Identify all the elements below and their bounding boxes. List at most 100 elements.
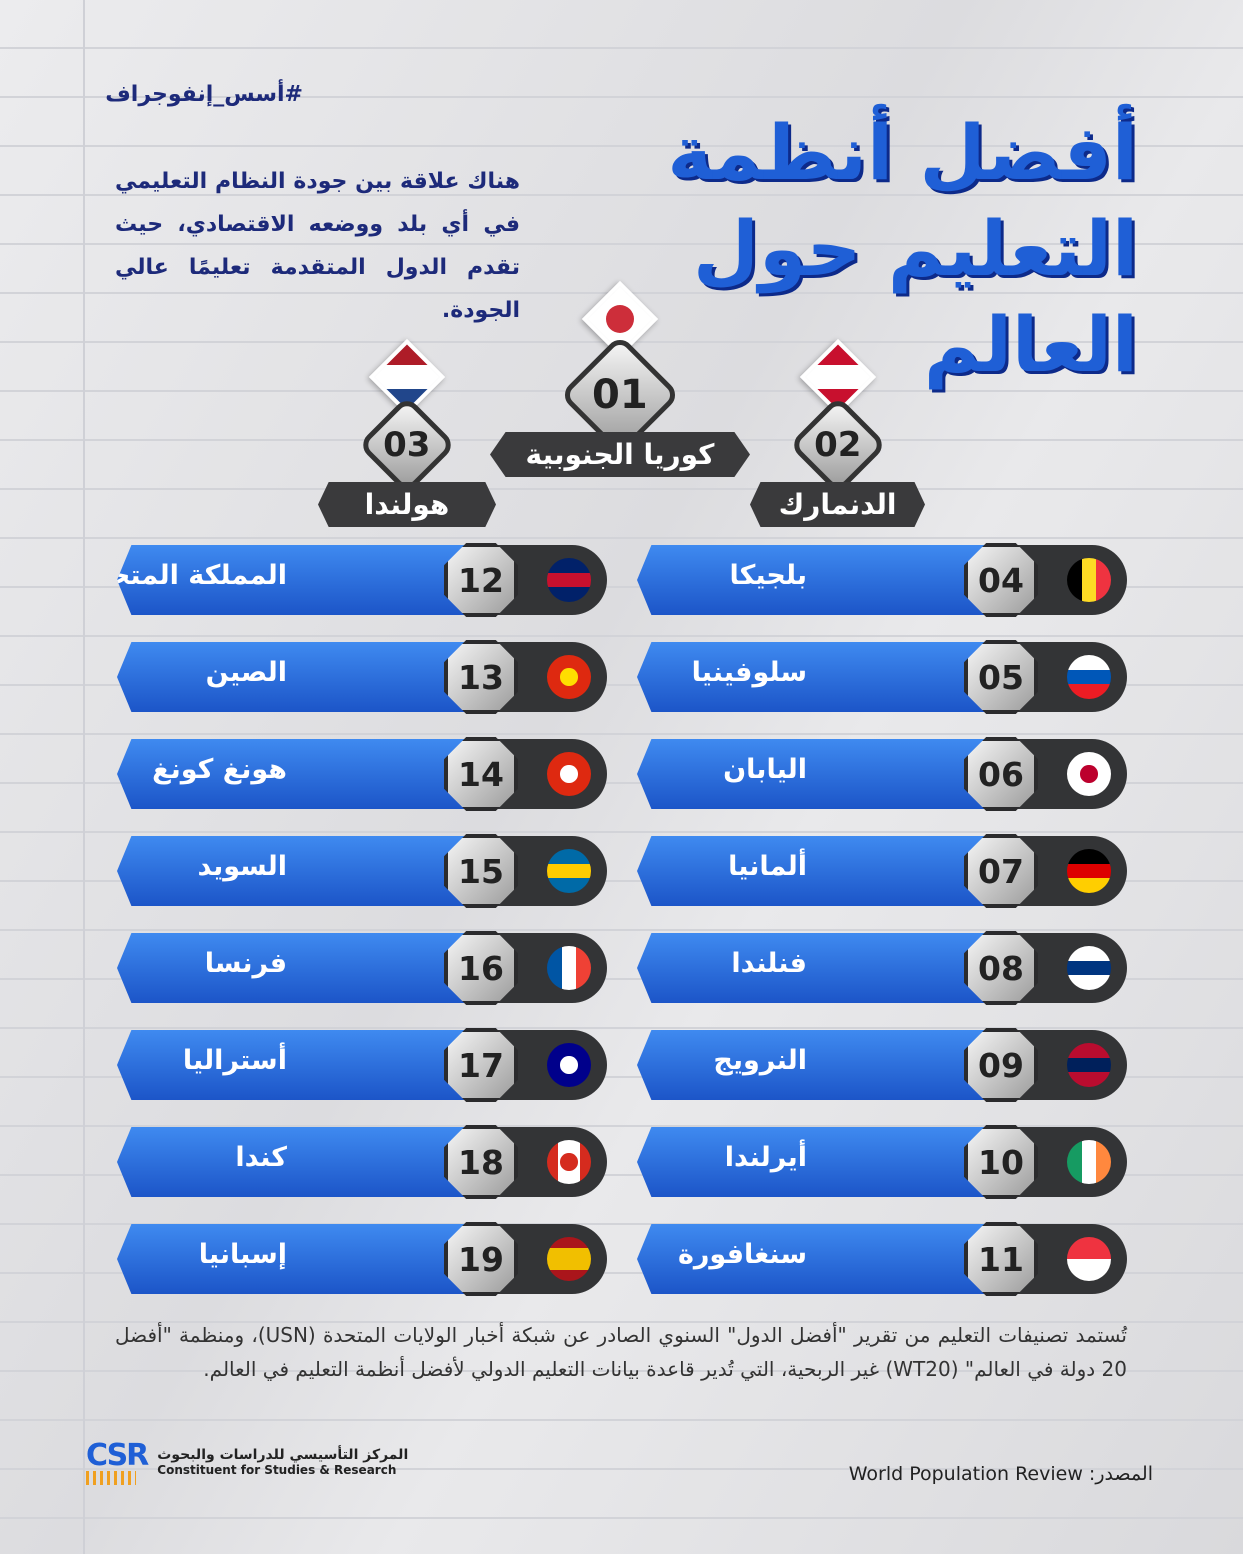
flag-emblem — [606, 305, 634, 333]
ranking-row: سنغافورة 11 — [637, 1222, 1127, 1296]
country-bar: ألمانيا — [637, 836, 997, 906]
country-bar: المملكة المتحدة — [117, 545, 477, 615]
flag-stripe — [1067, 1043, 1111, 1058]
flag-stripe — [547, 572, 591, 588]
flag-icon — [547, 1237, 591, 1281]
country-bar: السويد — [117, 836, 477, 906]
flag-emblem — [560, 668, 578, 686]
podium-first: 01 كوريا الجنوبية — [490, 280, 750, 477]
logo-name-en: Constituent for Studies & Research — [157, 1462, 397, 1477]
country-name: سنغافورة — [677, 1239, 807, 1270]
flag-emblem — [560, 1153, 578, 1171]
podium-third: 03 هولندا — [318, 338, 496, 527]
margin-line — [83, 0, 85, 1554]
rank-badge: 02 — [788, 395, 887, 495]
ranking-row: اليابان 06 — [637, 737, 1127, 811]
flag-stripe — [1067, 1140, 1082, 1184]
sun-rays-icon — [86, 1471, 136, 1485]
country-name: اليابان — [723, 754, 807, 785]
rank-badge: 13 — [444, 640, 518, 714]
country-name: إسبانيا — [198, 1239, 287, 1270]
ranking-row: إسبانيا 19 — [117, 1222, 607, 1296]
country-name: بلجيكا — [729, 560, 807, 591]
flag-stripe — [1067, 669, 1111, 685]
rank-badge: 03 — [357, 395, 457, 495]
country-name: سلوفينيا — [691, 657, 807, 688]
country-bar: كندا — [117, 1127, 477, 1197]
country-label: كوريا الجنوبية — [490, 432, 750, 477]
flag-emblem — [1080, 765, 1098, 783]
flag-stripe — [1081, 558, 1097, 602]
rank-badge: 18 — [444, 1125, 518, 1199]
logo-mark: CSR — [86, 1438, 149, 1473]
flag-icon — [547, 752, 591, 796]
ranking-row: أيرلندا 10 — [637, 1125, 1127, 1199]
ranking-row: النرويج 09 — [637, 1028, 1127, 1102]
flag-stripe — [1067, 849, 1111, 864]
country-bar: النرويج — [637, 1030, 997, 1100]
ranking-row: هونغ كونغ 14 — [117, 737, 607, 811]
rank-badge: 12 — [444, 543, 518, 617]
country-name: الصين — [205, 657, 287, 688]
country-bar: فرنسا — [117, 933, 477, 1003]
country-bar: فنلندا — [637, 933, 997, 1003]
country-bar: هونغ كونغ — [117, 739, 477, 809]
country-name: كندا — [235, 1142, 287, 1173]
flag-stripe — [1096, 558, 1111, 602]
source: المصدر: World Population Review — [848, 1463, 1153, 1485]
country-bar: أيرلندا — [637, 1127, 997, 1197]
ranking-row: بلجيكا 04 — [637, 543, 1127, 617]
flag-stripe — [1067, 1057, 1111, 1073]
country-name: هونغ كونغ — [152, 754, 287, 785]
country-name: السويد — [197, 851, 287, 882]
flag-stripe — [1067, 1072, 1111, 1087]
flag-stripe — [547, 558, 591, 573]
ranking-row: كندا 18 — [117, 1125, 607, 1199]
flag-icon — [1067, 655, 1111, 699]
flag-icon — [1067, 752, 1111, 796]
flag-stripe — [1067, 655, 1111, 670]
hashtag: #أسس_إنفوجراف — [105, 82, 303, 107]
rank-badge: 04 — [964, 543, 1038, 617]
flag-stripe — [802, 365, 873, 389]
country-name: فرنسا — [204, 948, 287, 979]
country-bar: سنغافورة — [637, 1224, 997, 1294]
flag-stripe — [1081, 1140, 1097, 1184]
flag-stripe — [547, 1259, 591, 1270]
rank-badge: 06 — [964, 737, 1038, 811]
podium-second: 02 الدنمارك — [750, 338, 925, 527]
country-bar: بلجيكا — [637, 545, 997, 615]
flag-stripe — [1067, 878, 1111, 893]
flag-icon — [547, 849, 591, 893]
flag-stripe — [1067, 684, 1111, 699]
flag-icon — [547, 1043, 591, 1087]
ranking-row: فنلندا 08 — [637, 931, 1127, 1005]
flag-stripe — [1067, 975, 1111, 990]
intro-text: هناك علاقة بين جودة النظام التعليمي في أ… — [115, 169, 520, 323]
rank-badge: 10 — [964, 1125, 1038, 1199]
rank-badge: 14 — [444, 737, 518, 811]
flag-emblem — [560, 765, 578, 783]
ranking-row: سلوفينيا 05 — [637, 640, 1127, 714]
flag-stripe — [547, 1248, 591, 1259]
rank-badge: 07 — [964, 834, 1038, 908]
flag-stripe — [1096, 1140, 1111, 1184]
flag-stripe — [547, 849, 591, 864]
flag-stripe — [561, 946, 577, 990]
flag-icon — [547, 655, 591, 699]
flag-stripe — [1067, 863, 1111, 879]
flag-icon — [1067, 1043, 1111, 1087]
flag-stripe — [547, 1270, 591, 1281]
country-bar: أستراليا — [117, 1030, 477, 1100]
flag-stripe — [547, 863, 591, 879]
flag-icon — [1067, 946, 1111, 990]
ranking-row: الصين 13 — [117, 640, 607, 714]
ranking-row: السويد 15 — [117, 834, 607, 908]
rank-badge: 17 — [444, 1028, 518, 1102]
page-title: أفضل أنظمة التعليم حول العالم — [667, 108, 1138, 389]
flag-stripe — [372, 365, 442, 389]
logo-name-ar: المركز التأسيسي للدراسات والبحوث — [157, 1446, 409, 1463]
flag-icon — [1067, 849, 1111, 893]
country-bar: اليابان — [637, 739, 997, 809]
country-name: أيرلندا — [724, 1142, 807, 1173]
